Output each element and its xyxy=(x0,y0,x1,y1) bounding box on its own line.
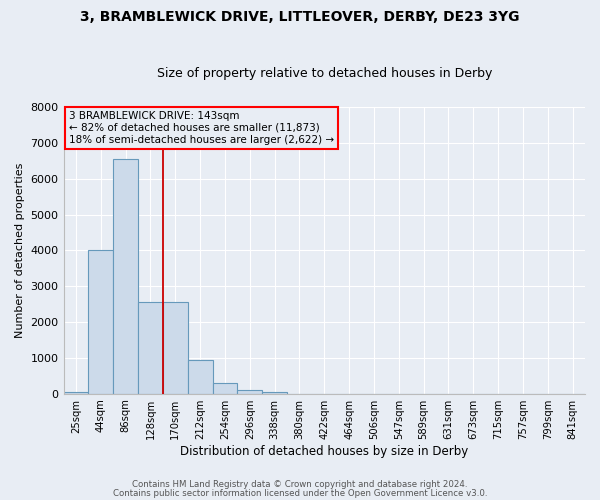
Text: Contains HM Land Registry data © Crown copyright and database right 2024.: Contains HM Land Registry data © Crown c… xyxy=(132,480,468,489)
Bar xyxy=(188,360,212,394)
Y-axis label: Number of detached properties: Number of detached properties xyxy=(15,162,25,338)
Bar xyxy=(88,250,113,394)
Text: Contains public sector information licensed under the Open Government Licence v3: Contains public sector information licen… xyxy=(113,488,487,498)
Bar xyxy=(64,392,88,394)
Bar xyxy=(138,302,163,394)
Text: 3 BRAMBLEWICK DRIVE: 143sqm
← 82% of detached houses are smaller (11,873)
18% of: 3 BRAMBLEWICK DRIVE: 143sqm ← 82% of det… xyxy=(69,112,334,144)
X-axis label: Distribution of detached houses by size in Derby: Distribution of detached houses by size … xyxy=(180,444,469,458)
Text: 3, BRAMBLEWICK DRIVE, LITTLEOVER, DERBY, DE23 3YG: 3, BRAMBLEWICK DRIVE, LITTLEOVER, DERBY,… xyxy=(80,10,520,24)
Bar xyxy=(163,302,188,394)
Title: Size of property relative to detached houses in Derby: Size of property relative to detached ho… xyxy=(157,66,492,80)
Bar xyxy=(262,392,287,394)
Bar xyxy=(212,382,238,394)
Bar xyxy=(238,390,262,394)
Bar xyxy=(113,159,138,394)
